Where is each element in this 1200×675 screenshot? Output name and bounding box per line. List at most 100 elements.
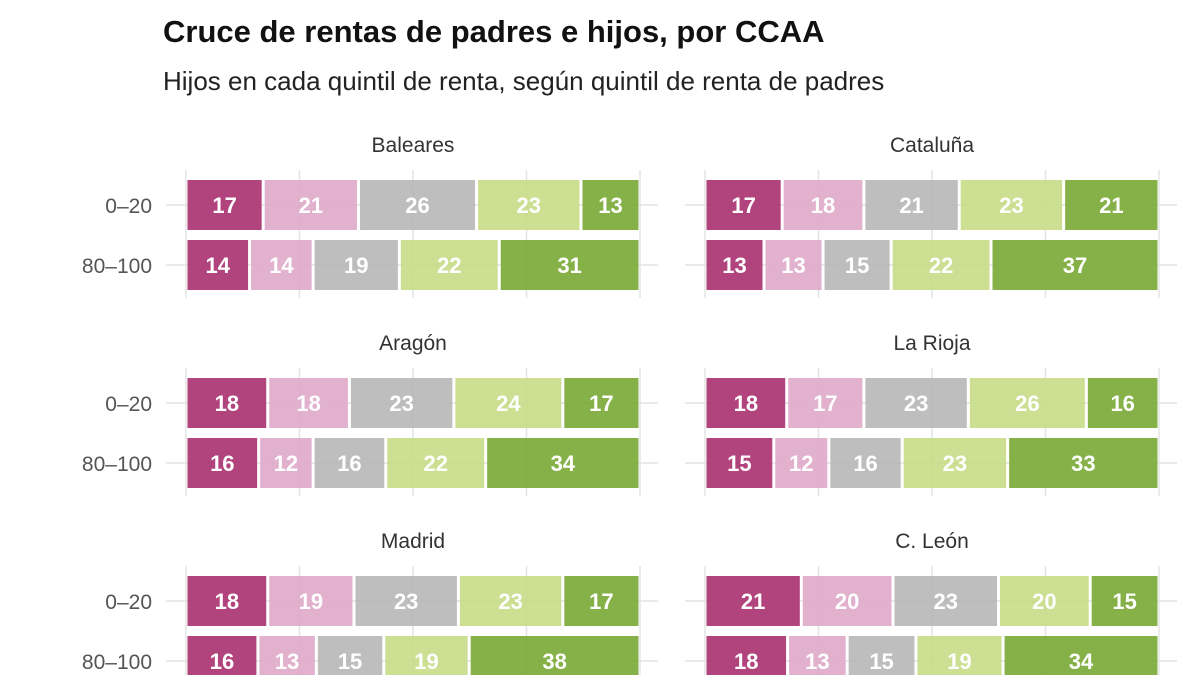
bar-segment (865, 180, 958, 230)
bar-segment (706, 240, 763, 290)
bar-value-label: 15 (1112, 589, 1136, 614)
chart-title: Cruce de rentas de padres e hijos, por C… (163, 14, 825, 49)
bar-segment (706, 180, 781, 230)
bar-value-label: 16 (853, 451, 877, 476)
bar-segment (894, 576, 997, 626)
bar-segment (1091, 576, 1158, 626)
bar-segment (830, 438, 901, 488)
bar-value-label: 13 (781, 253, 805, 278)
bar-segment (387, 438, 485, 488)
bar-value-label: 14 (269, 253, 294, 278)
bar-value-label: 17 (589, 589, 613, 614)
bar-value-label: 22 (437, 253, 461, 278)
bar-segment (459, 576, 562, 626)
bar-segment (706, 438, 773, 488)
bar-value-label: 16 (210, 649, 234, 674)
y-tick-label: 0–20 (105, 591, 152, 614)
y-tick-label: 0–20 (105, 195, 152, 218)
bar-value-label: 18 (734, 649, 758, 674)
bar-segment (470, 636, 639, 675)
bar-value-label: 13 (722, 253, 746, 278)
bar-value-label: 17 (589, 391, 613, 416)
y-tick-label: 80–100 (82, 255, 152, 278)
bar-value-label: 17 (212, 193, 236, 218)
panel-title: La Rioja (893, 332, 970, 355)
bar-value-label: 18 (215, 589, 239, 614)
bar-segment (706, 378, 786, 428)
bar-segment (350, 378, 453, 428)
bar-segment (260, 438, 312, 488)
bar-value-label: 22 (423, 451, 447, 476)
bar-segment (960, 180, 1063, 230)
bar-segment (582, 180, 639, 230)
bar-segment (802, 576, 892, 626)
bar-value-label: 21 (899, 193, 923, 218)
bar-value-label: 23 (943, 451, 967, 476)
bar-segment (788, 378, 863, 428)
y-tick-label: 80–100 (82, 453, 152, 476)
bar-segment (355, 576, 457, 626)
panel-madrid: Madrid 0–20 80–100 18 19 23 23 17 16 13 15 19 38 (82, 530, 658, 675)
bar-segment (187, 438, 258, 488)
bar-value-label: 15 (727, 451, 751, 476)
bar-value-label: 19 (299, 589, 323, 614)
bar-segment (314, 438, 385, 488)
bar-value-label: 13 (598, 193, 622, 218)
bar-value-label: 23 (904, 391, 928, 416)
bar-segment (478, 180, 580, 230)
panel-la-rioja: La Rioja 18 17 23 26 16 15 12 16 23 33 (685, 332, 1177, 496)
bar-segment (892, 240, 990, 290)
y-tick-label: 0–20 (105, 393, 152, 416)
bar-value-label: 21 (1099, 193, 1123, 218)
bar-segment (259, 636, 315, 675)
bar-segment (187, 180, 262, 230)
bar-value-label: 21 (741, 589, 765, 614)
bar-value-label: 33 (1071, 451, 1095, 476)
bar-value-label: 15 (845, 253, 869, 278)
bar-value-label: 38 (542, 649, 566, 674)
bar-value-label: 22 (929, 253, 953, 278)
bar-segment (1087, 378, 1158, 428)
bar-segment (500, 240, 639, 290)
bar-segment (251, 240, 312, 290)
panel-title: Aragón (379, 332, 447, 355)
bar-value-label: 12 (274, 451, 298, 476)
bar-value-label: 37 (1063, 253, 1087, 278)
bar-segment (269, 576, 353, 626)
bar-segment (314, 240, 398, 290)
bar-value-label: 23 (498, 589, 522, 614)
chart-subtitle: Hijos en cada quintil de renta, según qu… (163, 66, 885, 96)
bar-value-label: 18 (811, 193, 835, 218)
bar-value-label: 15 (338, 649, 362, 674)
bar-value-label: 20 (835, 589, 859, 614)
panel-arag-n: Aragón 0–20 80–100 18 18 23 24 17 16 12 16 22 34 (82, 332, 658, 496)
bar-value-label: 20 (1032, 589, 1056, 614)
bar-value-label: 34 (1069, 649, 1094, 674)
bar-segment (487, 438, 639, 488)
panel-baleares: Baleares 0–20 80–100 17 21 26 23 13 14 14 19 22 31 (82, 134, 658, 298)
bar-value-label: 24 (496, 391, 521, 416)
bar-value-label: 23 (389, 391, 413, 416)
bar-segment (187, 378, 267, 428)
bar-segment (269, 378, 348, 428)
bar-segment (187, 576, 267, 626)
panel-catalu-a: Cataluña 17 18 21 23 21 13 13 15 22 37 (685, 134, 1177, 298)
bar-value-label: 31 (557, 253, 581, 278)
panel-c-le-n: C. León 21 20 23 20 15 18 13 15 19 34 (685, 530, 1177, 675)
bar-value-label: 26 (405, 193, 429, 218)
bar-value-label: 23 (934, 589, 958, 614)
bar-segment (187, 240, 249, 290)
bar-value-label: 18 (215, 391, 239, 416)
bar-segment (564, 378, 639, 428)
bar-value-label: 21 (299, 193, 323, 218)
y-tick-label: 80–100 (82, 651, 152, 674)
bar-segment (706, 576, 800, 626)
bar-value-label: 16 (210, 451, 234, 476)
bar-segment (360, 180, 476, 230)
bar-segment (789, 636, 846, 675)
bar-segment (264, 180, 358, 230)
bar-segment (1009, 438, 1158, 488)
bar-segment (903, 438, 1007, 488)
bar-value-label: 18 (734, 391, 758, 416)
